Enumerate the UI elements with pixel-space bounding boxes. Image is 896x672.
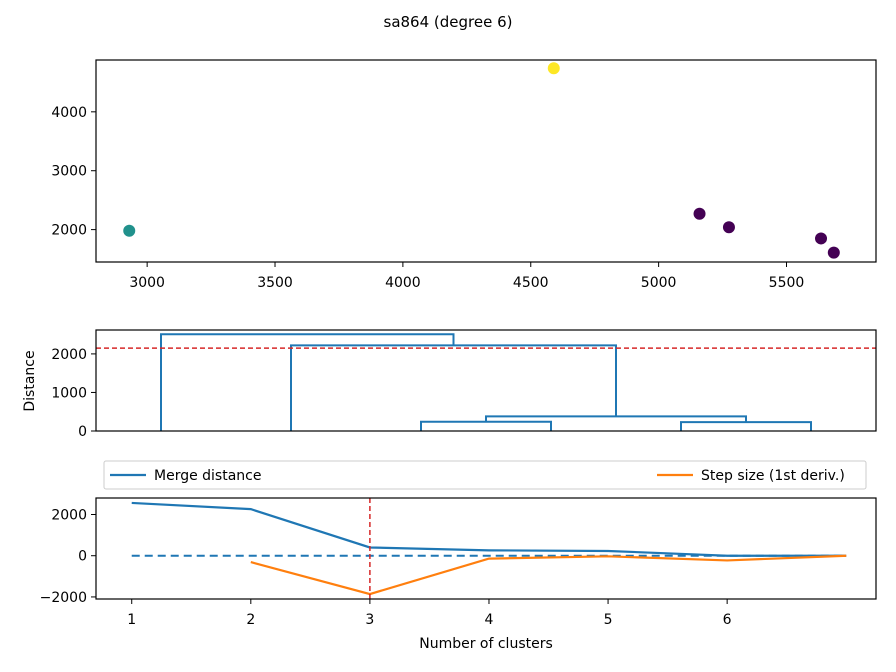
scatter-point [815, 232, 828, 245]
scatter-point [722, 221, 735, 234]
dendrogram-y-tick-label: 0 [78, 424, 87, 440]
scatter-x-tick-label: 3000 [129, 275, 165, 291]
scatter-y-tick-label: 2000 [51, 223, 87, 239]
scatter-y-tick-label: 3000 [51, 164, 87, 180]
elbow-y-tick-label: 2000 [51, 507, 87, 523]
legend-label-step-size: Step size (1st deriv.) [701, 468, 845, 484]
figure-title: sa864 (degree 6) [384, 13, 513, 31]
elbow-x-axis-label: Number of clusters [419, 636, 553, 652]
dendrogram-y-axis-label: Distance [22, 350, 38, 411]
scatter-point [123, 224, 136, 237]
elbow-series-line-1 [250, 554, 847, 596]
scatter-frame [95, 59, 877, 263]
scatter-point [827, 246, 840, 259]
dendrogram-panel: Distance 0 1000 2000 [22, 329, 877, 440]
scatter-point [693, 207, 706, 220]
elbow-panel: Number of clusters 1 2 3 4 5 6 −2000 0 2000 [40, 497, 877, 652]
scatter-x-tick-label: 3500 [257, 275, 293, 291]
elbow-frame [95, 497, 877, 600]
legend-label-merge-distance: Merge distance [154, 468, 261, 484]
scatter-panel: 3000 3500 4000 4500 5000 5500 2000 3000 4000 [51, 59, 877, 291]
elbow-y-tick-label: −2000 [40, 590, 87, 606]
dendrogram-link [160, 333, 455, 431]
scatter-point [547, 62, 560, 75]
dendrogram-y-tick-label: 1000 [51, 385, 87, 401]
elbow-x-tick-label: 6 [723, 612, 732, 628]
legend-frame [103, 460, 867, 490]
scatter-x-tick-label: 5000 [641, 275, 677, 291]
elbow-y-tick-label: 0 [78, 549, 87, 565]
elbow-x-tick-label: 3 [365, 612, 374, 628]
scatter-x-tick-label: 5500 [769, 275, 805, 291]
elbow-series-line-0 [131, 501, 847, 557]
scatter-y-tick-label: 4000 [51, 105, 87, 121]
elbow-x-tick-label: 2 [246, 612, 255, 628]
dendrogram-link [290, 344, 617, 431]
dendrogram-y-tick-label: 2000 [51, 347, 87, 363]
elbow-x-tick-label: 4 [485, 612, 494, 628]
legend: Merge distance Step size (1st deriv.) [103, 460, 867, 490]
dendrogram-frame [95, 329, 877, 432]
dendrogram-link [680, 421, 812, 431]
scatter-x-tick-label: 4000 [385, 275, 421, 291]
elbow-x-tick-label: 5 [604, 612, 613, 628]
elbow-x-tick-label: 1 [127, 612, 136, 628]
dendrogram-link [420, 420, 552, 431]
scatter-x-tick-label: 4500 [513, 275, 549, 291]
